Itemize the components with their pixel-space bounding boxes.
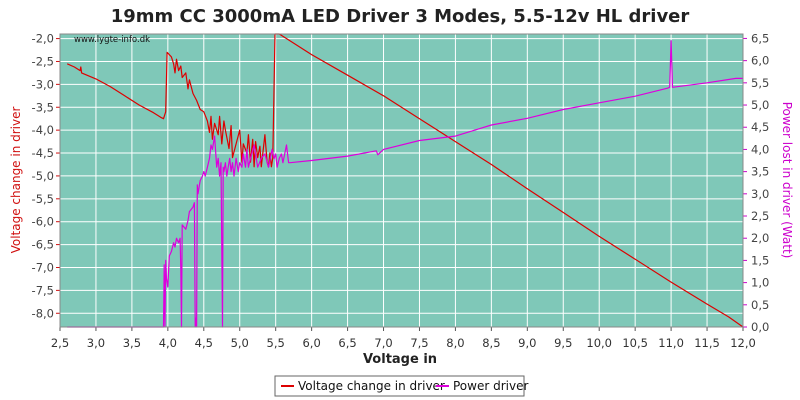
y-right-tick-label: 6,0 <box>751 54 769 68</box>
y-left-tick-label: -7,5 <box>32 283 54 297</box>
x-tick-label: 8,5 <box>482 336 500 350</box>
legend-label-voltage: Voltage change in driver <box>298 379 445 393</box>
x-tick-label: 6,0 <box>302 336 320 350</box>
y-left-tick-label: -6,0 <box>32 215 54 229</box>
legend-label-power: Power driver <box>453 379 528 393</box>
y-right-tick-label: 3,0 <box>751 187 769 201</box>
x-tick-label: 4,0 <box>159 336 177 350</box>
y-right-tick-label: 1,0 <box>751 276 769 290</box>
plot-frame <box>59 33 744 328</box>
x-tick-label: 4,5 <box>195 336 213 350</box>
x-tick-label: 3,5 <box>123 336 141 350</box>
y-right-tick-label: 4,5 <box>751 120 769 134</box>
y-right-tick-label: 0,5 <box>751 298 769 312</box>
x-tick-label: 5,5 <box>267 336 285 350</box>
x-tick-label: 3,0 <box>87 336 105 350</box>
x-tick-label: 7,5 <box>410 336 428 350</box>
y-left-tick-label: -6,5 <box>32 238 54 252</box>
y-left-tick-label: -4,0 <box>32 123 54 137</box>
x-tick-label: 9,0 <box>518 336 536 350</box>
y-right-tick-label: 6,5 <box>751 31 769 45</box>
x-tick-label: 12,0 <box>730 336 756 350</box>
x-tick-label: 2,5 <box>51 336 69 350</box>
legend-box <box>274 375 525 397</box>
y-right-tick-label: 1,5 <box>751 253 769 267</box>
series-line-power <box>67 40 743 328</box>
x-tick-label: 10,0 <box>586 336 612 350</box>
chart-title: 19mm CC 3000mA LED Driver 3 Modes, 5.5-1… <box>111 6 690 27</box>
x-tick-label: 7,0 <box>374 336 392 350</box>
x-axis-title: Voltage in <box>363 352 437 367</box>
y-left-tick-label: -3,0 <box>32 77 54 91</box>
x-tick-label: 10,5 <box>622 336 648 350</box>
legend: Voltage change in driver Power driver <box>274 375 528 397</box>
grid-lines <box>59 34 744 327</box>
plot-area <box>60 34 743 327</box>
x-tick-label: 11,0 <box>658 336 684 350</box>
y-right-tick-label: 0,0 <box>751 320 769 334</box>
y-right-tick-label: 2,5 <box>751 209 769 223</box>
y-right-tick-label: 4,0 <box>751 142 769 156</box>
watermark: www.lygte-info.dk <box>74 35 150 45</box>
x-tick-label: 5,0 <box>231 336 249 350</box>
y-axis-right-title: Power lost in driver (Watt) <box>780 102 794 259</box>
y-right-tick-label: 5,5 <box>751 76 769 90</box>
y-left-tick-label: -2,5 <box>32 54 54 68</box>
y-right-tick-label: 2,0 <box>751 231 769 245</box>
x-tick-label: 11,5 <box>694 336 720 350</box>
y-left-tick-label: -5,5 <box>32 192 54 206</box>
y-left-tick-label: -3,5 <box>32 100 54 114</box>
series-line-voltage <box>66 33 744 328</box>
ticks: 2,5 3,0 3,5 4,0 4,5 5,0 5,5 6,0 6,5 7,0 7,5 8,0 8,5 9… <box>32 31 770 350</box>
x-tick-label: 9,5 <box>554 336 572 350</box>
y-left-tick-label: -5,0 <box>32 169 54 183</box>
x-tick-label: 6,5 <box>338 336 356 350</box>
y-right-tick-label: 5,0 <box>751 98 769 112</box>
y-left-tick-label: -2,0 <box>32 32 54 46</box>
series-layer <box>66 33 744 328</box>
y-left-tick-label: -7,0 <box>32 260 54 274</box>
y-axis-left-title: Voltage change in driver <box>9 107 23 254</box>
x-tick-label: 8,0 <box>446 336 464 350</box>
y-right-tick-label: 3,5 <box>751 165 769 179</box>
y-left-tick-label: -8,0 <box>32 306 54 320</box>
y-left-tick-label: -4,5 <box>32 146 54 160</box>
